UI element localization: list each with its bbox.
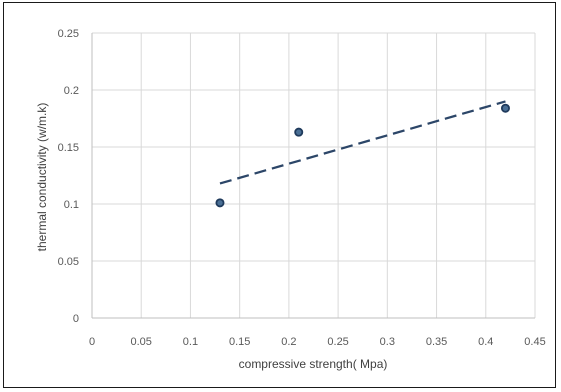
trendline-layer <box>219 100 506 185</box>
axis-layer <box>91 33 535 319</box>
y-tick-label: 0.2 <box>64 85 79 97</box>
x-tick-label: 0.4 <box>478 336 493 348</box>
chart-frame <box>3 2 556 388</box>
x-tick-label: 0.3 <box>380 336 395 348</box>
x-tick-label: 0.45 <box>524 336 545 348</box>
data-point <box>500 103 510 113</box>
y-tick-label: 0 <box>73 313 79 325</box>
x-tick-label: 0.2 <box>281 336 296 348</box>
y-axis-title: thermal conductivity (w/m.k) <box>35 103 49 252</box>
data-point <box>215 198 225 208</box>
x-tick-label: 0 <box>89 336 95 348</box>
x-axis-title: compressive strength( Mpa) <box>239 357 388 371</box>
x-tick-label: 0.1 <box>183 336 198 348</box>
y-tick-label: 0.25 <box>58 28 79 40</box>
x-tick-label: 0.25 <box>327 336 348 348</box>
y-tick-label: 0.1 <box>64 199 79 211</box>
y-tick-label: 0.15 <box>58 142 79 154</box>
x-tick-label: 0.35 <box>426 336 447 348</box>
grid-layer <box>92 32 536 318</box>
x-tick-label: 0.15 <box>229 336 250 348</box>
x-tick-label: 0.05 <box>131 336 152 348</box>
data-points <box>215 103 510 208</box>
tick-labels: 0 0.05 0.1 0.15 0.2 0.25 0.3 0.35 0.4 0.45 0 0.05 0.… <box>58 28 546 348</box>
data-point <box>294 127 304 137</box>
y-tick-label: 0.05 <box>58 256 79 268</box>
linear-trendline <box>219 100 506 185</box>
